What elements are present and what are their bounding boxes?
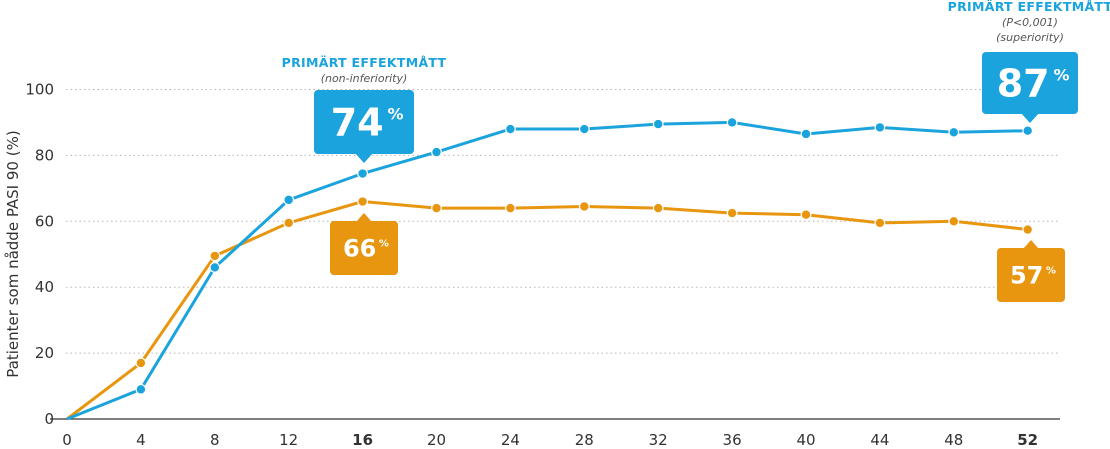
y-tick-label: 80 (35, 146, 54, 164)
series-point-1 (726, 207, 738, 219)
callout-tail (356, 213, 372, 222)
x-tick-label: 28 (575, 431, 594, 449)
x-tick-label: 32 (649, 431, 668, 449)
series-point-0 (283, 194, 295, 206)
x-tick-label: 48 (944, 431, 963, 449)
callout-tail (355, 153, 373, 163)
x-tick-label: 36 (723, 431, 742, 449)
x-tick-label: 20 (427, 431, 446, 449)
callout-unit: % (1046, 266, 1056, 277)
x-tick-label: 12 (279, 431, 298, 449)
series-point-0 (357, 168, 369, 179)
callout-tail (1023, 240, 1039, 249)
series-point-1 (948, 215, 960, 227)
callout-57: 57% (997, 240, 1065, 302)
annotation-52-title: PRIMÄRT EFFEKTMÅTT (948, 0, 1110, 14)
series-point-1 (357, 196, 369, 207)
x-tick-label: 0 (62, 431, 72, 449)
annotation-52: PRIMÄRT EFFEKTMÅTT (P<0,001) (superiorit… (948, 0, 1110, 44)
callout-box (997, 248, 1065, 302)
series-point-0 (505, 123, 516, 135)
y-tick-labels: 0 20 40 60 80 100 (25, 81, 54, 429)
series-point-1 (505, 202, 516, 214)
x-tick-label: 8 (210, 431, 220, 449)
y-tick-label: 0 (44, 410, 54, 428)
x-tick-label: 24 (501, 431, 520, 449)
y-axis-label: Patienter som nådde PASI 90 (%) (4, 130, 22, 377)
series-layer (66, 117, 1034, 421)
series-point-0 (726, 117, 738, 128)
series-point-0 (948, 126, 960, 138)
annotation-16: PRIMÄRT EFFEKTMÅTT (non-inferiority) (282, 55, 447, 85)
callout-tail (1021, 113, 1039, 123)
series-point-0 (652, 118, 664, 130)
series-point-1 (1022, 224, 1034, 235)
series-point-0 (135, 383, 147, 395)
x-tick-label: 44 (870, 431, 889, 449)
x-tick-labels: 0 4 8 12 16 20 24 28 32 36 40 44 48 52 (62, 431, 1038, 449)
annotation-16-title: PRIMÄRT EFFEKTMÅTT (282, 55, 447, 70)
series-point-0 (209, 262, 221, 273)
series-point-0 (578, 123, 590, 135)
x-tick-label: 40 (796, 431, 815, 449)
callout-box (314, 90, 414, 154)
callout-value: 66 (343, 235, 376, 263)
callout-74: 74% (314, 90, 414, 163)
series-point-1 (578, 201, 590, 212)
series-point-1 (135, 357, 147, 369)
callout-87: 87% (982, 52, 1078, 123)
x-tick-label: 16 (352, 431, 373, 449)
y-tick-label: 40 (35, 278, 54, 296)
series-point-1 (209, 250, 221, 262)
callout-unit: % (379, 239, 389, 250)
callout-box (982, 52, 1078, 114)
series-point-1 (874, 217, 886, 229)
y-tick-label: 60 (35, 212, 54, 230)
x-tick-label: 52 (1017, 431, 1038, 449)
series-point-0 (874, 121, 886, 133)
callout-unit: % (388, 105, 404, 124)
series-point-0 (431, 146, 442, 158)
x-tick-label: 4 (136, 431, 146, 449)
annotation-52-subtitle-2: (superiority) (996, 31, 1064, 44)
series-point-1 (800, 209, 812, 221)
series-point-1 (652, 202, 664, 214)
annotation-16-subtitle: (non-inferiority) (321, 72, 408, 85)
series-point-0 (800, 128, 812, 140)
callout-value: 87 (997, 62, 1050, 106)
callout-box (330, 221, 398, 275)
y-tick-label: 20 (35, 344, 54, 362)
series-line-1 (66, 200, 1028, 421)
series-point-0 (1022, 125, 1034, 137)
series-point-1 (283, 217, 295, 229)
callout-value: 57 (1010, 262, 1043, 290)
callout-66: 66% (330, 213, 398, 275)
callout-value: 74 (331, 101, 384, 145)
callout-unit: % (1054, 66, 1070, 85)
y-tick-label: 100 (25, 81, 54, 99)
callouts-layer: 74 %66 %87 %57% (314, 52, 1078, 302)
series-line-0 (66, 120, 1028, 421)
series-point-1 (431, 202, 442, 214)
annotation-52-subtitle-1: (P<0,001) (1002, 16, 1058, 29)
